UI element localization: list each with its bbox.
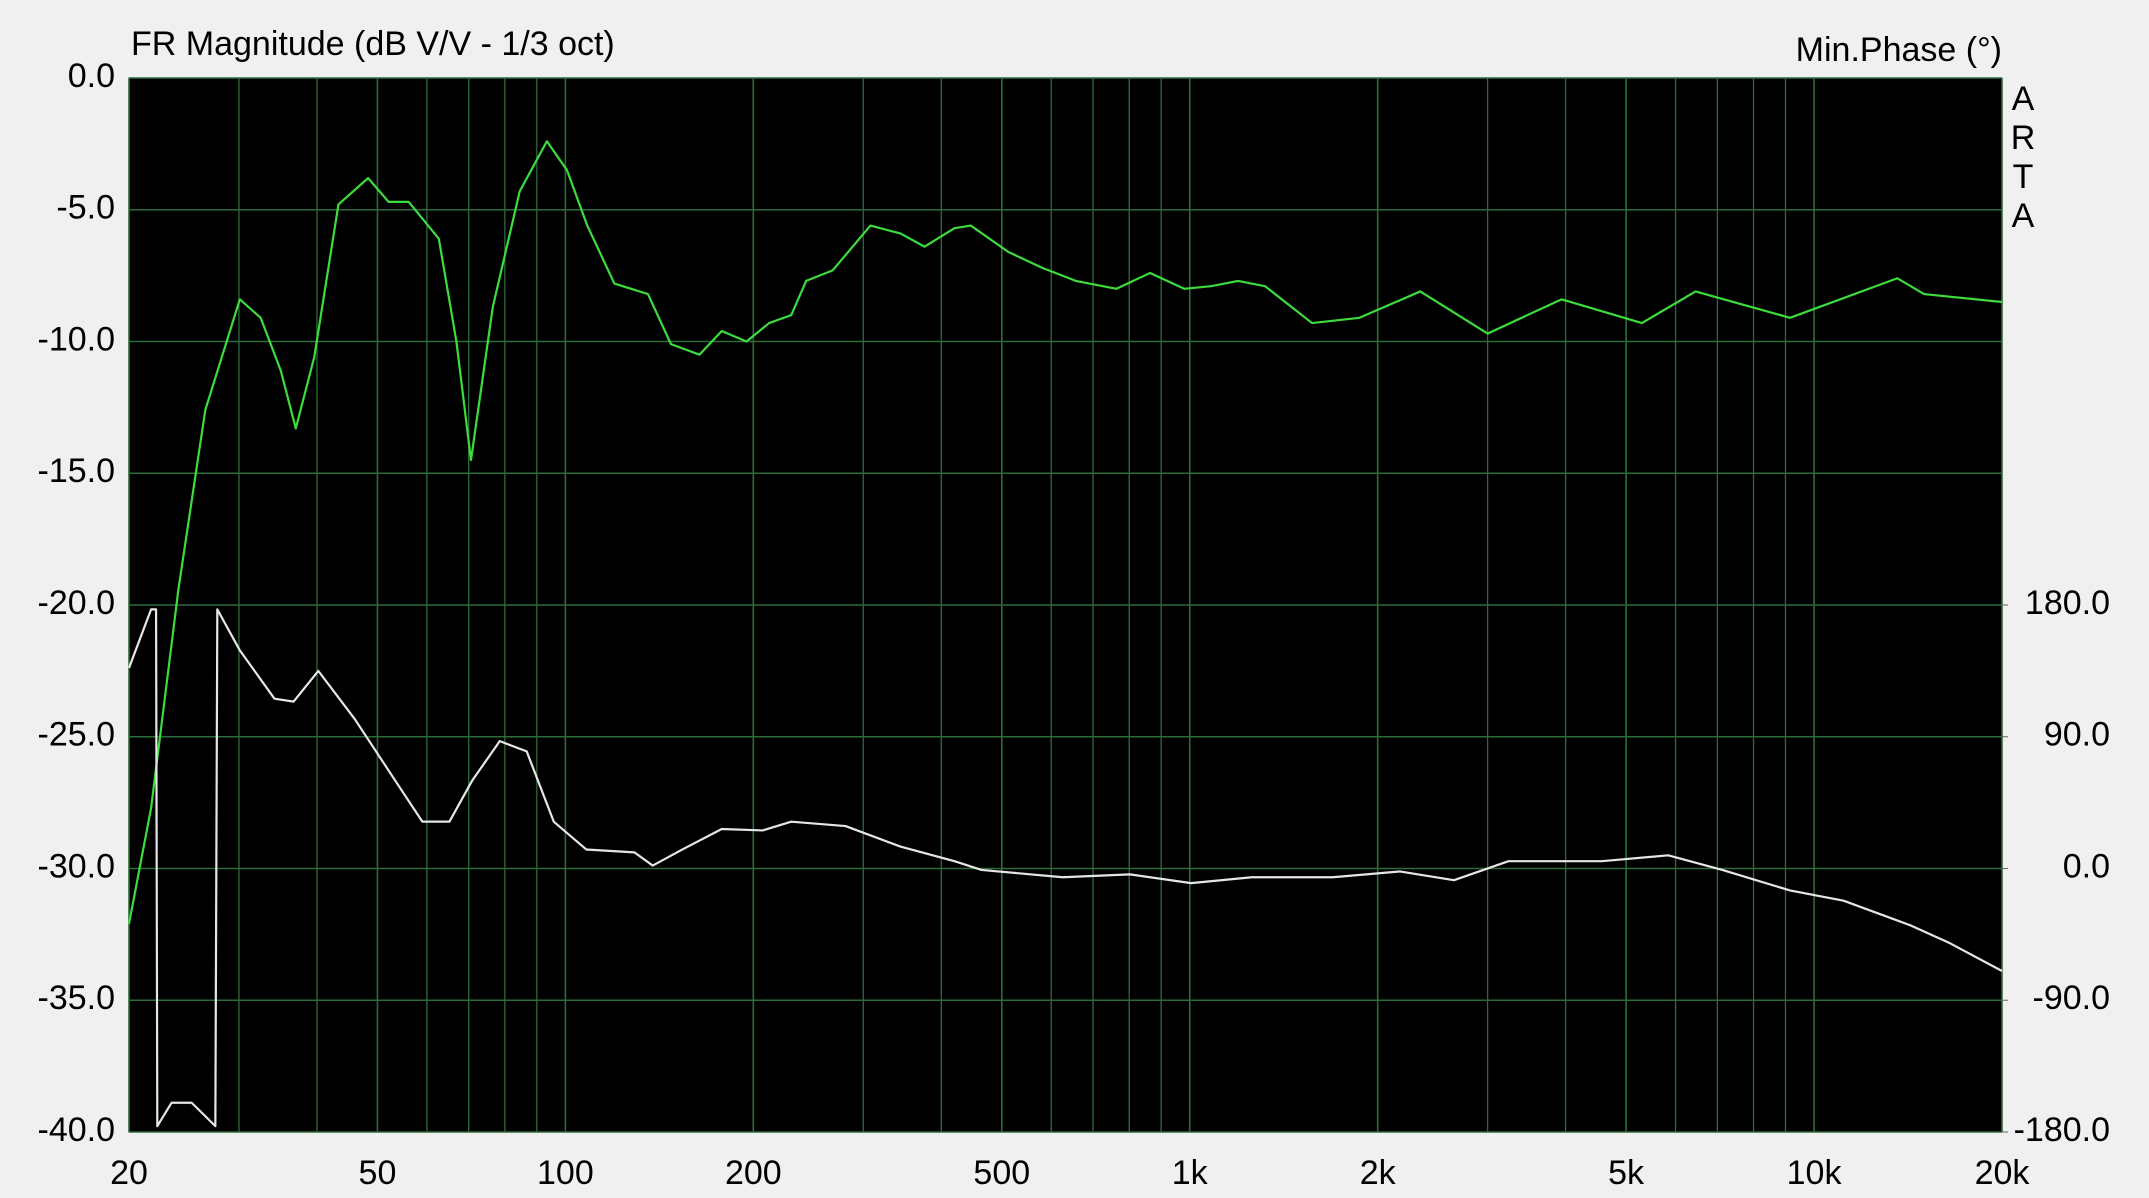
- x-tick-label: 200: [725, 1154, 782, 1192]
- y2-tick-label: 90.0: [2044, 716, 2110, 754]
- x-tick-label: 100: [537, 1154, 594, 1192]
- marks: [127, 140, 2003, 1128]
- y2-tick-label: 0.0: [2063, 847, 2110, 885]
- y-tick-label: -5.0: [56, 189, 115, 227]
- x-tick-label: 5k: [1608, 1154, 1645, 1192]
- grid: [128, 77, 2008, 1133]
- watermark: ARTA: [2010, 80, 2036, 235]
- y2-tick-label: -180.0: [2014, 1111, 2110, 1149]
- y-tick-label: -30.0: [38, 847, 116, 885]
- x-tick-label: 2k: [1360, 1154, 1397, 1192]
- y-tick-label: 0.0: [68, 57, 115, 95]
- series-line: [127, 608, 2003, 1128]
- x-tick-label: 10k: [1787, 1154, 1843, 1192]
- chart-title: FR Magnitude (dB V/V - 1/3 oct): [131, 25, 615, 63]
- y2-axis-title: Min.Phase (°): [1796, 31, 2002, 69]
- y-tick-label: -20.0: [38, 584, 116, 622]
- x-tick-label: 1k: [1172, 1154, 1209, 1192]
- x-tick-label: 50: [359, 1154, 397, 1192]
- y2-tick-label: -90.0: [2033, 979, 2111, 1017]
- x-tick-label: 500: [973, 1154, 1030, 1192]
- series-line: [127, 140, 2003, 925]
- y-tick-label: -15.0: [38, 452, 116, 490]
- y-tick-label: -10.0: [38, 320, 116, 358]
- x-tick-label: 20k: [1975, 1154, 2031, 1192]
- x-tick-label: 20: [110, 1154, 148, 1192]
- y-tick-label: -25.0: [38, 716, 116, 754]
- y-tick-label: -35.0: [38, 979, 116, 1017]
- y2-tick-label: 180.0: [2025, 584, 2110, 622]
- y-tick-label: -40.0: [38, 1111, 116, 1149]
